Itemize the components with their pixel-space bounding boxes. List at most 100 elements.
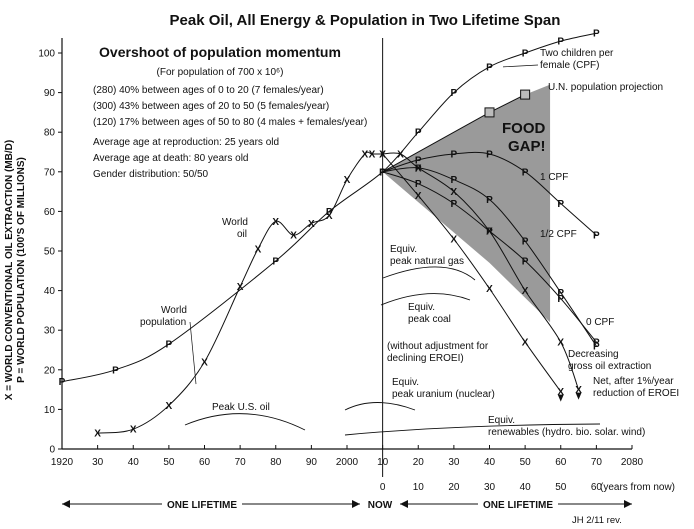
x-tick-label: 70: [235, 457, 247, 468]
series-line-decreasing-gross-oil-extraction: [382, 152, 580, 390]
x-tick-label: 30: [448, 457, 460, 468]
data-point-net-after-1-year-reduction-of-eroei: X: [522, 338, 529, 349]
uranium-label-1: Equiv.: [392, 377, 419, 388]
data-point-world-oil: X: [379, 149, 386, 160]
overshoot-subheading: (For population of 700 x 10⁶): [157, 67, 284, 78]
data-point-world-oil: X: [361, 149, 368, 160]
overshoot-line-1: (280) 40% between ages of 0 to 20 (7 fem…: [93, 85, 324, 96]
peak-coal-label-1: Equiv.: [408, 302, 435, 313]
now-label: NOW: [368, 500, 393, 511]
world-population-label-1: World: [161, 305, 187, 316]
cpf-half-label: 1/2 CPF: [540, 229, 577, 240]
series-line-world-population: [61, 32, 597, 383]
overshoot-line-3: (120) 17% between ages of 50 to 80 (4 ma…: [93, 117, 367, 128]
cpf0-label: 0 CPF: [586, 317, 614, 328]
y-tick-label: 80: [44, 128, 56, 139]
series-line-1-cpf: [382, 151, 597, 236]
data-point-decreasing-gross-oil-extraction: X: [486, 227, 493, 238]
y-tick-label: 10: [44, 405, 56, 416]
net-arrowhead: [557, 394, 564, 402]
data-point-1-cpf: P: [486, 149, 493, 160]
series-line-world-oil: [97, 151, 383, 434]
data-point-decreasing-gross-oil-extraction: X: [415, 163, 422, 174]
x-tick-label: 10: [377, 457, 389, 468]
peak-gas-label-2: peak natural gas: [390, 256, 464, 267]
decreasing-label-2: gross oil extraction: [568, 361, 651, 372]
data-point-decreasing-gross-oil-extraction: X: [522, 286, 529, 297]
x-tick-label-years-from-now: 0: [380, 482, 386, 493]
data-point-1-2-cpf: P: [522, 237, 529, 248]
x-tick-label: 30: [92, 457, 104, 468]
peak-coal-label-2: peak coal: [408, 314, 451, 325]
x-tick-label-years-from-now: 20: [448, 482, 460, 493]
y-axis-label-1: X = WORLD CONVENTIONAL OIL EXTRACTION (M…: [4, 140, 15, 400]
data-point-world-population: P: [522, 49, 529, 60]
overshoot-fact-3: Gender distribution: 50/50: [93, 169, 209, 180]
data-point-world-oil: X: [166, 401, 173, 412]
world-oil-label-1: World: [222, 217, 248, 228]
un-projection-label: U.N. population projection: [548, 82, 663, 93]
lifetime-left-bg: [162, 497, 242, 511]
renewables-arc: [344, 423, 601, 436]
net-label-1: Net, after 1%/year: [593, 376, 674, 387]
x-tick-label: 1920: [51, 457, 74, 468]
x-tick-label: 40: [484, 457, 496, 468]
uranium-label-2: peak uranium (nuclear): [392, 389, 495, 400]
peak-gas-label-1: Equiv.: [390, 244, 417, 255]
x-tick-label: 70: [591, 457, 603, 468]
lifetime-right-arrowhead-l: [400, 500, 408, 508]
x-tick-label: 50: [163, 457, 175, 468]
x-tick-label: 50: [520, 457, 532, 468]
y-axis-label-2: P = WORLD POPULATION (100'S OF MILLIONS): [16, 157, 27, 383]
world-population-label-2: population: [140, 317, 186, 328]
lifetime-left-label: ONE LIFETIME: [167, 500, 237, 511]
x-tick-label: 2000: [336, 457, 359, 468]
y-tick-label: 0: [49, 445, 55, 456]
world-population-leader: [189, 321, 197, 385]
data-point-world-oil: X: [272, 217, 279, 228]
decreasing-arrowhead: [575, 392, 582, 400]
two-children-label-1: Two children per: [540, 48, 614, 59]
data-point-decreasing-gross-oil-extraction: X: [575, 385, 582, 396]
overshoot-fact-2: Average age at death: 80 years old: [93, 153, 248, 164]
data-point-world-oil: X: [94, 429, 101, 440]
y-tick-label: 70: [44, 167, 56, 178]
data-point-world-oil: X: [344, 175, 351, 186]
data-point-1-cpf: P: [451, 149, 458, 160]
y-tick-label: 40: [44, 286, 56, 297]
data-point-1-2-cpf: P: [593, 342, 600, 353]
data-point-world-oil: X: [326, 211, 333, 222]
data-point-decreasing-gross-oil-extraction: X: [397, 149, 404, 160]
world-oil-label-2: oil: [237, 229, 247, 240]
food-gap-label-1: FOOD: [502, 120, 545, 137]
x-tick-label-years-from-now: 50: [555, 482, 567, 493]
two-children-leader: [502, 64, 539, 68]
data-point-1-cpf: P: [379, 167, 386, 178]
lifetime-left-arrowhead-r: [352, 500, 360, 508]
two-children-label-2: female (CPF): [540, 60, 599, 71]
lifetime-left-arrowhead-l: [62, 500, 70, 508]
x-tick-label-years-from-now: 30: [484, 482, 496, 493]
overshoot-fact-1: Average age at reproduction: 25 years ol…: [93, 137, 279, 148]
data-point-net-after-1-year-reduction-of-eroei: X: [379, 149, 386, 160]
data-point-net-after-1-year-reduction-of-eroei: X: [451, 235, 458, 246]
peak-coal-arc: [380, 293, 471, 306]
renewables-label-1: Equiv.: [488, 415, 515, 426]
lifetime-right-label: ONE LIFETIME: [483, 500, 553, 511]
peak-us-oil-label: Peak U.S. oil: [212, 402, 270, 413]
data-point-1-cpf: P: [557, 199, 564, 210]
data-point-0-cpf: P: [451, 199, 458, 210]
cpf1-label: 1 CPF: [540, 172, 568, 183]
x-tick-label: 40: [128, 457, 140, 468]
data-point-world-population: P: [166, 340, 173, 351]
data-point-net-after-1-year-reduction-of-eroei: X: [486, 284, 493, 295]
data-point-1-2-cpf: P: [415, 163, 422, 174]
data-point-world-population: P: [557, 37, 564, 48]
data-point-world-population: P: [112, 365, 119, 376]
data-point-world-oil: X: [369, 149, 376, 160]
revision-note: JH 2/11 rev.: [572, 515, 622, 526]
x-tick-label-years-from-now: 40: [520, 482, 532, 493]
data-point-world-population: P: [451, 88, 458, 99]
data-point-0-cpf: P: [522, 256, 529, 267]
data-point-world-oil: X: [308, 219, 315, 230]
